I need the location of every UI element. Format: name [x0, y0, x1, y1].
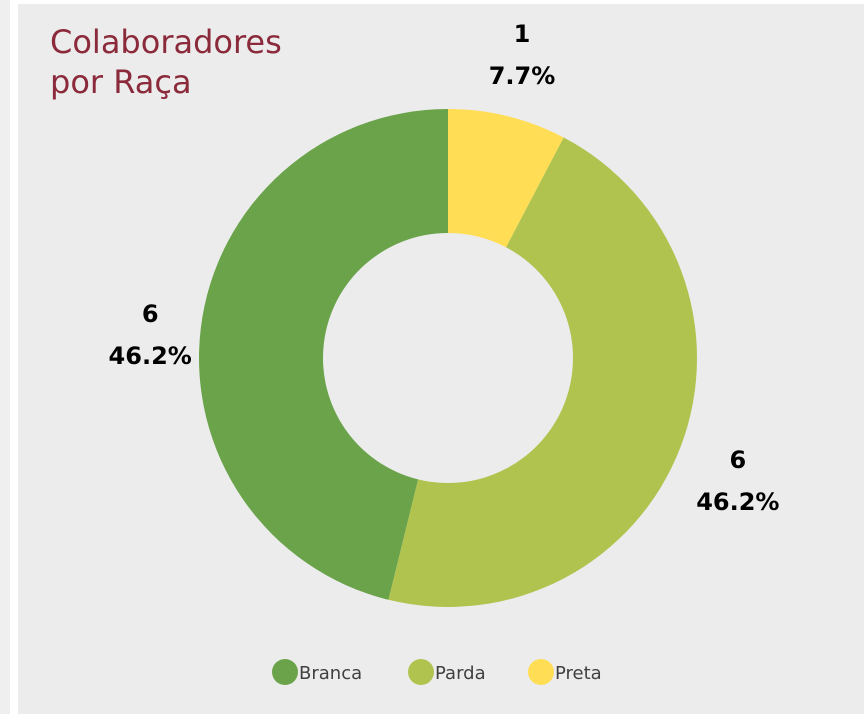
data-label-percent-preta: 7.7%	[489, 62, 556, 90]
legend-marker-branca	[272, 659, 298, 685]
legend-label-branca: Branca	[299, 663, 362, 684]
data-label-value-branca: 6	[142, 300, 159, 328]
data-label-value-preta: 1	[514, 20, 531, 48]
chart-title: Colaboradores por Raça	[50, 22, 410, 102]
data-label-value-parda: 6	[730, 446, 747, 474]
legend-marker-preta	[528, 659, 554, 685]
data-label-percent-parda: 46.2%	[696, 488, 779, 516]
legend-label-preta: Preta	[555, 663, 602, 684]
legend-label-parda: Parda	[435, 663, 486, 684]
legend-marker-parda	[408, 659, 434, 685]
data-label-percent-branca: 46.2%	[109, 342, 192, 370]
